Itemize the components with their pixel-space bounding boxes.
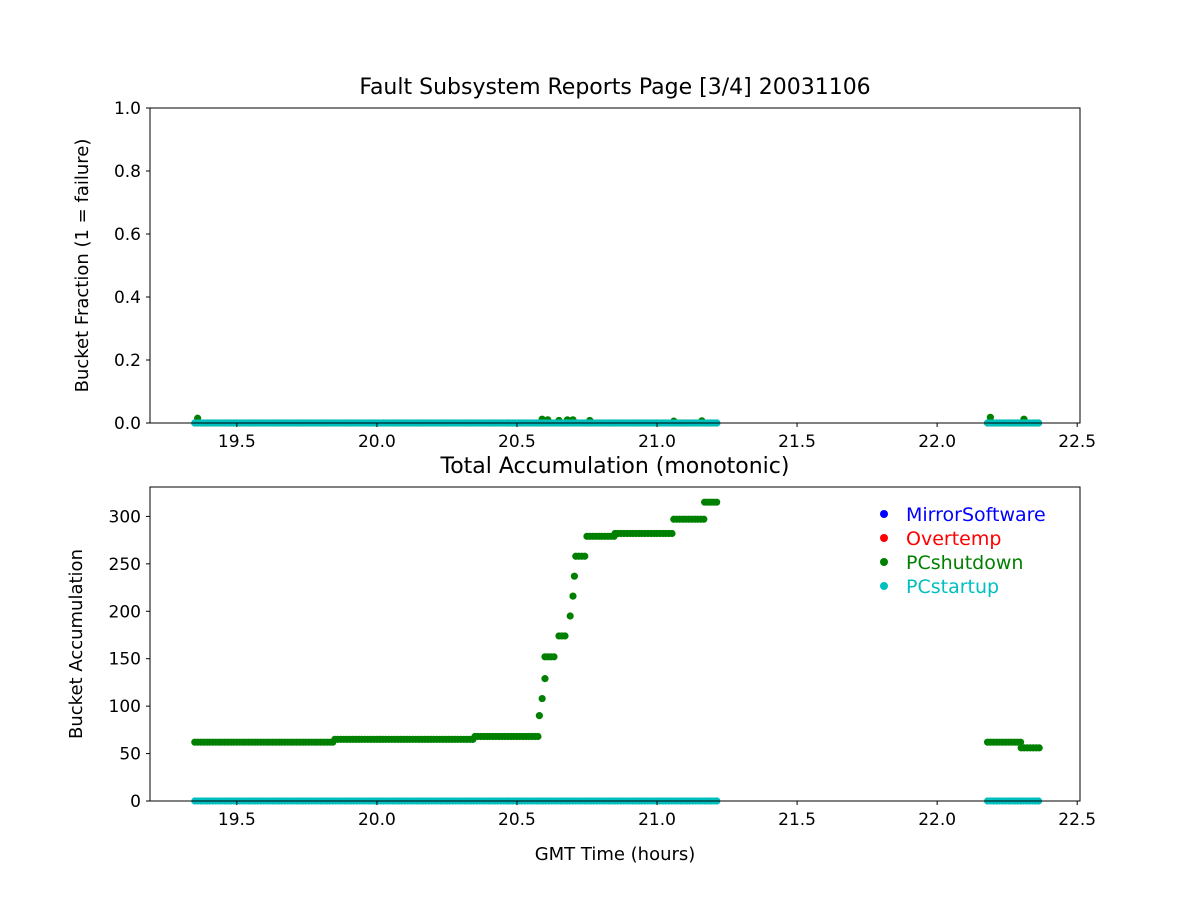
x-tick-label: 20.0 <box>358 432 396 452</box>
accumulation-x-axis-ticks: 19.5 20.0 20.5 21.0 21.5 22.0 22.5 <box>218 801 1096 830</box>
legend-label: PCstartup <box>906 576 999 598</box>
y-tick-label: 0.4 <box>114 288 141 308</box>
x-tick-label: 22.5 <box>1058 432 1096 452</box>
legend-marker <box>880 510 888 518</box>
fraction-plot-title: Fault Subsystem Reports Page [3/4] 20031… <box>359 75 870 100</box>
accumulation-plot-frame <box>149 486 1081 802</box>
y-tick-label: 0 <box>130 792 141 812</box>
data-point <box>986 413 994 421</box>
fraction-plot-frame <box>149 107 1081 424</box>
y-tick-label: 0.8 <box>114 162 141 182</box>
fraction-y-axis-ticks: 0.0 0.2 0.4 0.6 0.8 1.0 <box>114 99 150 434</box>
x-tick-label: 21.0 <box>638 810 676 830</box>
y-tick-label: 250 <box>109 555 141 575</box>
accumulation-x-axis-label: GMT Time (hours) <box>535 844 696 865</box>
data-point <box>1035 744 1043 752</box>
x-tick-label: 20.0 <box>358 810 396 830</box>
data-point <box>570 572 578 580</box>
data-point <box>668 529 676 538</box>
y-tick-label: 150 <box>109 650 141 670</box>
x-tick-label: 19.5 <box>218 432 256 452</box>
x-tick-label: 20.5 <box>498 432 536 452</box>
data-point <box>700 515 708 523</box>
x-tick-label: 21.5 <box>778 432 816 452</box>
y-tick-label: 1.0 <box>114 99 141 119</box>
legend: MirrorSoftwareOvertempPCshutdownPCstartu… <box>880 504 1046 598</box>
legend-label: Overtemp <box>906 528 1001 550</box>
y-tick-label: 100 <box>109 697 141 717</box>
accumulation-y-axis-ticks: 0 50 100 150 200 250 300 <box>109 507 150 812</box>
accumulation-subplot: 19.5 20.0 20.5 21.0 21.5 22.0 22.5 0 50 100 150 20… <box>66 454 1096 865</box>
data-point <box>581 552 589 560</box>
data-point <box>569 592 577 600</box>
series-PCshutdown <box>191 498 1043 752</box>
y-tick-label: 0.2 <box>114 351 141 371</box>
data-point <box>538 694 546 703</box>
y-tick-label: 200 <box>109 602 141 622</box>
fraction-y-axis-label: Bucket Fraction (1 = failure) <box>72 139 93 393</box>
legend-label: PCshutdown <box>906 552 1023 574</box>
y-tick-label: 50 <box>119 745 141 765</box>
legend-marker <box>880 582 888 590</box>
x-tick-label: 21.5 <box>778 810 816 830</box>
x-tick-label: 22.5 <box>1058 810 1096 830</box>
x-tick-label: 19.5 <box>218 810 256 830</box>
y-tick-label: 300 <box>109 507 141 527</box>
x-tick-label: 21.0 <box>638 432 676 452</box>
y-tick-label: 0.6 <box>114 225 141 245</box>
x-tick-label: 22.0 <box>918 810 956 830</box>
data-point <box>713 498 721 506</box>
fraction-subplot: 19.5 20.0 20.5 21.0 21.5 22.0 22.5 0.00.20.40.… <box>72 75 1096 452</box>
data-point <box>1016 738 1025 746</box>
data-point <box>566 612 574 620</box>
data-point <box>550 653 558 661</box>
accumulation-y-axis-label: Bucket Accumulation <box>66 549 87 739</box>
data-point <box>541 675 549 683</box>
x-tick-label: 22.0 <box>918 432 956 452</box>
data-point <box>535 712 543 720</box>
x-tick-label: 20.5 <box>498 810 536 830</box>
data-point <box>561 632 569 640</box>
fraction-x-axis-ticks: 19.5 20.0 20.5 21.0 21.5 22.0 22.5 <box>218 423 1096 452</box>
legend-marker <box>880 558 888 566</box>
legend-marker <box>880 534 888 542</box>
legend-label: MirrorSoftware <box>906 504 1046 526</box>
y-tick-label: 0.0 <box>114 414 141 434</box>
accumulation-plot-title: Total Accumulation (monotonic) <box>440 454 790 479</box>
data-point <box>534 732 542 741</box>
